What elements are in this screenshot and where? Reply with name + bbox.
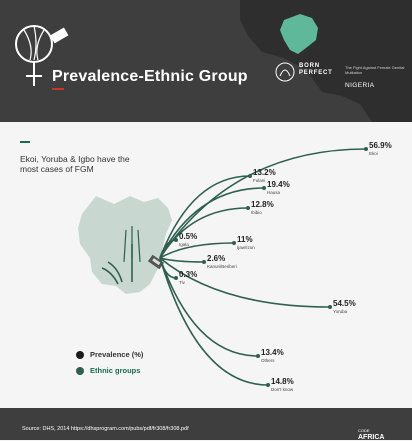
callout-line-kanuri-beriberi (159, 257, 205, 263)
legend-prevalence-dot (76, 351, 84, 359)
fgm-logo-icon (15, 25, 69, 86)
callout-line-don-t-know (159, 257, 269, 386)
born-perfect-logo-icon (275, 62, 295, 82)
page-title: Prevalence-Ethnic Group (52, 68, 248, 85)
country-label: NIGERIA (345, 82, 375, 89)
callout-line-yoruba (159, 257, 331, 308)
prevalence-value: 14.8% (271, 377, 294, 386)
brand-line-2: PERFECT (299, 70, 333, 76)
brand-name: BORN PERFECT (299, 63, 333, 77)
callout-end-dot (232, 241, 236, 245)
legend-prevalence-label: Prevalence (%) (90, 350, 144, 359)
main-panel (0, 122, 412, 408)
ethnic-group-label: Igala (179, 242, 189, 247)
legend-groups-label: Ethnic groups (90, 366, 141, 375)
prevalence-value: 2.6% (207, 254, 225, 263)
ethnic-group-label: Ekoi (369, 151, 378, 156)
logo-text: AFRICA (358, 434, 385, 441)
callout-end-dot (364, 147, 368, 151)
prevalence-value: 54.5% (333, 299, 356, 308)
map-plant-icon (101, 226, 141, 285)
razor-blade-icon (147, 254, 165, 270)
callout-end-dot (248, 174, 252, 178)
ethnic-group-label: Kanuri/Beriberi (207, 264, 237, 269)
header-graphics (15, 0, 412, 122)
callout-end-dot (266, 383, 270, 387)
brand-line-1: BORN (299, 63, 320, 69)
legend-groups: Ethnic groups (76, 366, 143, 382)
callout-line-ijaw-izon (159, 242, 235, 259)
callout-end-dot (174, 238, 178, 242)
callout-end-dot (174, 276, 178, 280)
callout-line-others (159, 257, 259, 357)
footer (0, 408, 412, 440)
ethnic-group-label: Don't know (271, 387, 294, 392)
callout-line-fulani (159, 175, 251, 259)
callout-line-ibibio (159, 207, 249, 259)
ethnic-group-label: Ijaw/Izon (237, 245, 255, 250)
callout-end-dot (328, 305, 332, 309)
prevalence-value: 13.4% (261, 348, 284, 357)
legend-groups-dot (76, 367, 84, 375)
ethnic-group-label: Hausa (267, 190, 281, 195)
ethnic-group-label: Others (261, 358, 275, 363)
legend: Prevalence (%) Ethnic groups (76, 350, 143, 382)
accent-dash (20, 141, 30, 143)
ethnic-group-label: Fulani (253, 178, 265, 183)
ethnic-group-label: Tiv (179, 280, 186, 285)
prevalence-value: 11% (237, 235, 253, 244)
callout-end-dot (202, 260, 206, 264)
chart-lines (159, 147, 368, 387)
prevalence-value: 0.5% (179, 232, 197, 241)
legend-prevalence: Prevalence (%) (76, 350, 143, 366)
chart-labels: 56.9%Ekoi 13.2%Fulani 19.4%Hausa 12.8%Ibibi… (179, 141, 392, 392)
callout-end-dot (262, 186, 266, 190)
callout-end-dot (246, 206, 250, 210)
brand-tagline: The Fight Against Female Genital Mutilat… (345, 65, 405, 75)
intro-text: Ekoi, Yoruba & Igbo have the most cases … (20, 154, 130, 174)
prevalence-value: 19.4% (267, 180, 290, 189)
prevalence-value: 56.9% (369, 141, 392, 150)
title-underline (52, 88, 64, 90)
code-africa-logo: CODE AFRICA (358, 427, 384, 441)
prevalence-value: 13.2% (253, 168, 276, 177)
logo-small: CODE (358, 428, 370, 433)
ethnic-group-label: Yoruba (333, 309, 348, 314)
prevalence-value: 0.3% (179, 270, 197, 279)
nigeria-map (280, 14, 318, 54)
header: Prevalence-Ethnic Group BORN PERFECT The… (0, 0, 412, 122)
ethnic-group-label: Ibibio (251, 210, 262, 215)
callout-end-dot (256, 354, 260, 358)
prevalence-value: 12.8% (251, 200, 274, 209)
source-text: Source: DHS, 2014 https://dhsprogram.com… (22, 426, 189, 432)
